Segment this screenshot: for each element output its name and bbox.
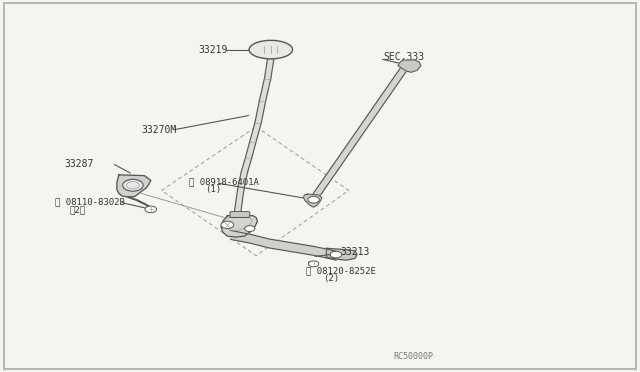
Text: Ⓝ 08918-6401A: Ⓝ 08918-6401A	[189, 178, 259, 187]
Circle shape	[123, 179, 143, 191]
FancyBboxPatch shape	[230, 212, 250, 218]
Text: (1): (1)	[205, 185, 221, 194]
Circle shape	[221, 221, 234, 229]
Circle shape	[308, 196, 319, 203]
Text: 33287: 33287	[65, 159, 94, 169]
Text: Ⓑ 08120-8252E: Ⓑ 08120-8252E	[306, 267, 376, 276]
Polygon shape	[241, 58, 274, 171]
Text: （2）: （2）	[70, 205, 86, 214]
Text: 33219: 33219	[198, 45, 228, 55]
Text: SEC.333: SEC.333	[384, 52, 425, 62]
Polygon shape	[398, 60, 421, 72]
Text: 33270M: 33270M	[141, 125, 177, 135]
Circle shape	[145, 206, 157, 213]
Polygon shape	[310, 65, 410, 200]
Circle shape	[308, 261, 319, 267]
Text: 33213: 33213	[340, 247, 370, 257]
Polygon shape	[326, 248, 357, 260]
Polygon shape	[221, 216, 257, 237]
Text: RC50000P: RC50000P	[394, 352, 433, 361]
Polygon shape	[230, 231, 336, 260]
Text: (2): (2)	[323, 274, 339, 283]
Polygon shape	[234, 171, 248, 212]
Text: Ⓑ 08110-8302B: Ⓑ 08110-8302B	[55, 198, 125, 207]
Circle shape	[244, 226, 255, 232]
Polygon shape	[117, 175, 151, 197]
Circle shape	[330, 251, 342, 258]
Polygon shape	[303, 194, 322, 207]
Ellipse shape	[249, 40, 292, 59]
